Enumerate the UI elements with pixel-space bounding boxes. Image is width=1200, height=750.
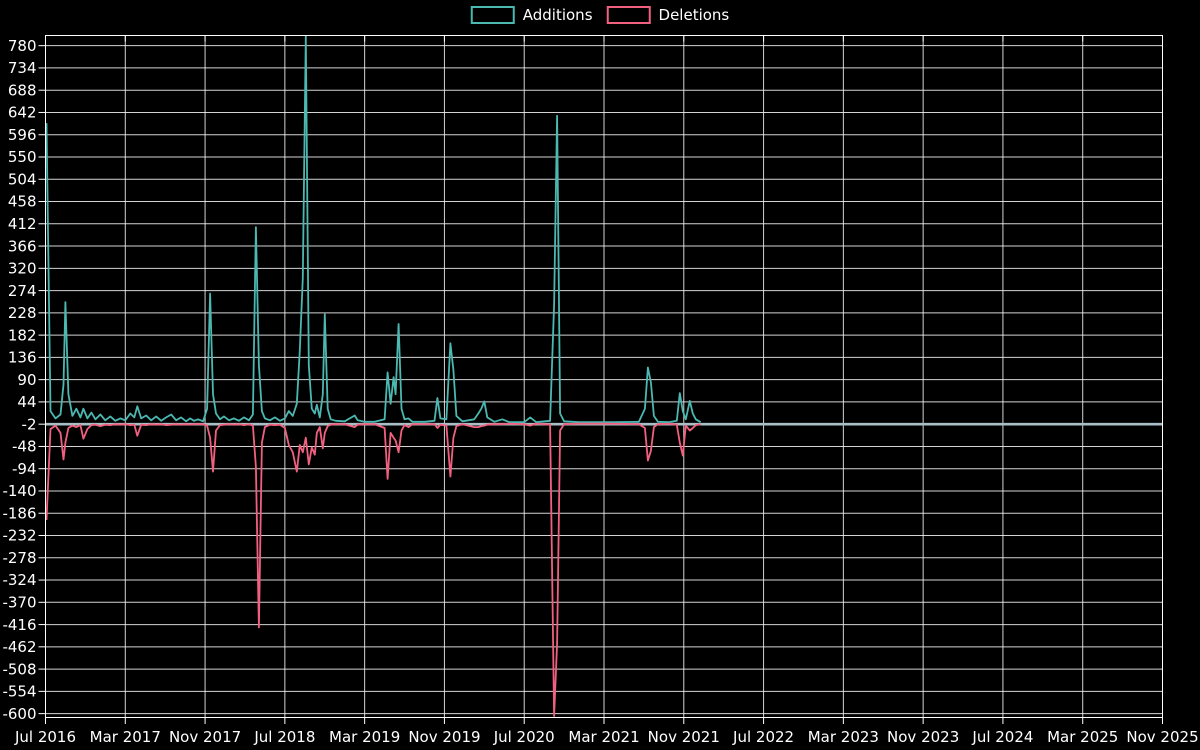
y-tick-label: 458 [8,193,37,211]
y-tick-label: 734 [8,59,37,77]
y-tick-label: -462 [2,638,36,656]
y-tick-label: -140 [2,482,36,500]
legend-label-additions: Additions [522,5,593,24]
y-tick-label: 274 [8,282,37,300]
y-tick-label: -186 [2,504,36,522]
y-tick-label: 366 [8,237,37,255]
y-tick-label: 228 [8,304,37,322]
x-tick-label: Nov 2021 [648,728,720,746]
y-tick-label: -600 [2,705,36,723]
y-tick-label: -278 [2,549,36,567]
y-tick-label: 320 [8,260,37,278]
x-tick-label: Mar 2021 [568,728,639,746]
y-tick-label: 412 [8,215,37,233]
y-tick-label: -324 [2,571,36,589]
y-tick-label: 136 [8,349,37,367]
y-tick-label: -370 [2,594,36,612]
x-tick-label: Jul 2022 [732,728,794,746]
y-tick-label: 642 [8,104,37,122]
x-tick-label: Mar 2023 [808,728,879,746]
x-tick-label: Mar 2017 [90,728,161,746]
chart-legend: Additions Deletions [470,5,730,24]
x-tick-label: Jul 2020 [493,728,555,746]
y-tick-label: 596 [8,126,37,144]
y-tick-label: -416 [2,616,36,634]
legend-item-additions: Additions [470,5,593,24]
y-tick-label: -554 [2,683,36,701]
y-tick-label: 688 [8,81,37,99]
deletions-line [45,422,701,717]
x-tick-label: Jul 2024 [971,728,1033,746]
y-tick-label: -232 [2,527,36,545]
y-tick-label: -508 [2,660,36,678]
y-tick-label: -2 [22,415,37,433]
x-tick-label: Nov 2017 [169,728,241,746]
y-tick-label: 780 [8,37,37,55]
y-tick-label: 504 [8,170,37,188]
deletions-swatch [606,6,651,24]
additions-line [45,35,702,424]
x-tick-label: Jul 2018 [253,728,315,746]
legend-item-deletions: Deletions [606,5,730,24]
x-tick-label: Nov 2023 [887,728,959,746]
y-tick-label: -94 [12,460,37,478]
y-tick-label: 90 [17,371,36,389]
x-tick-label: Mar 2019 [329,728,400,746]
y-tick-label: 550 [8,148,37,166]
y-tick-label: 44 [17,393,36,411]
x-tick-label: Mar 2025 [1047,728,1118,746]
x-tick-label: Jul 2016 [14,728,76,746]
x-tick-label: Nov 2019 [408,728,480,746]
legend-label-deletions: Deletions [658,5,730,24]
y-tick-label: 182 [8,326,37,344]
y-tick-label: -48 [12,438,37,456]
x-tick-label: Nov 2025 [1126,728,1198,746]
additions-swatch [470,6,515,24]
